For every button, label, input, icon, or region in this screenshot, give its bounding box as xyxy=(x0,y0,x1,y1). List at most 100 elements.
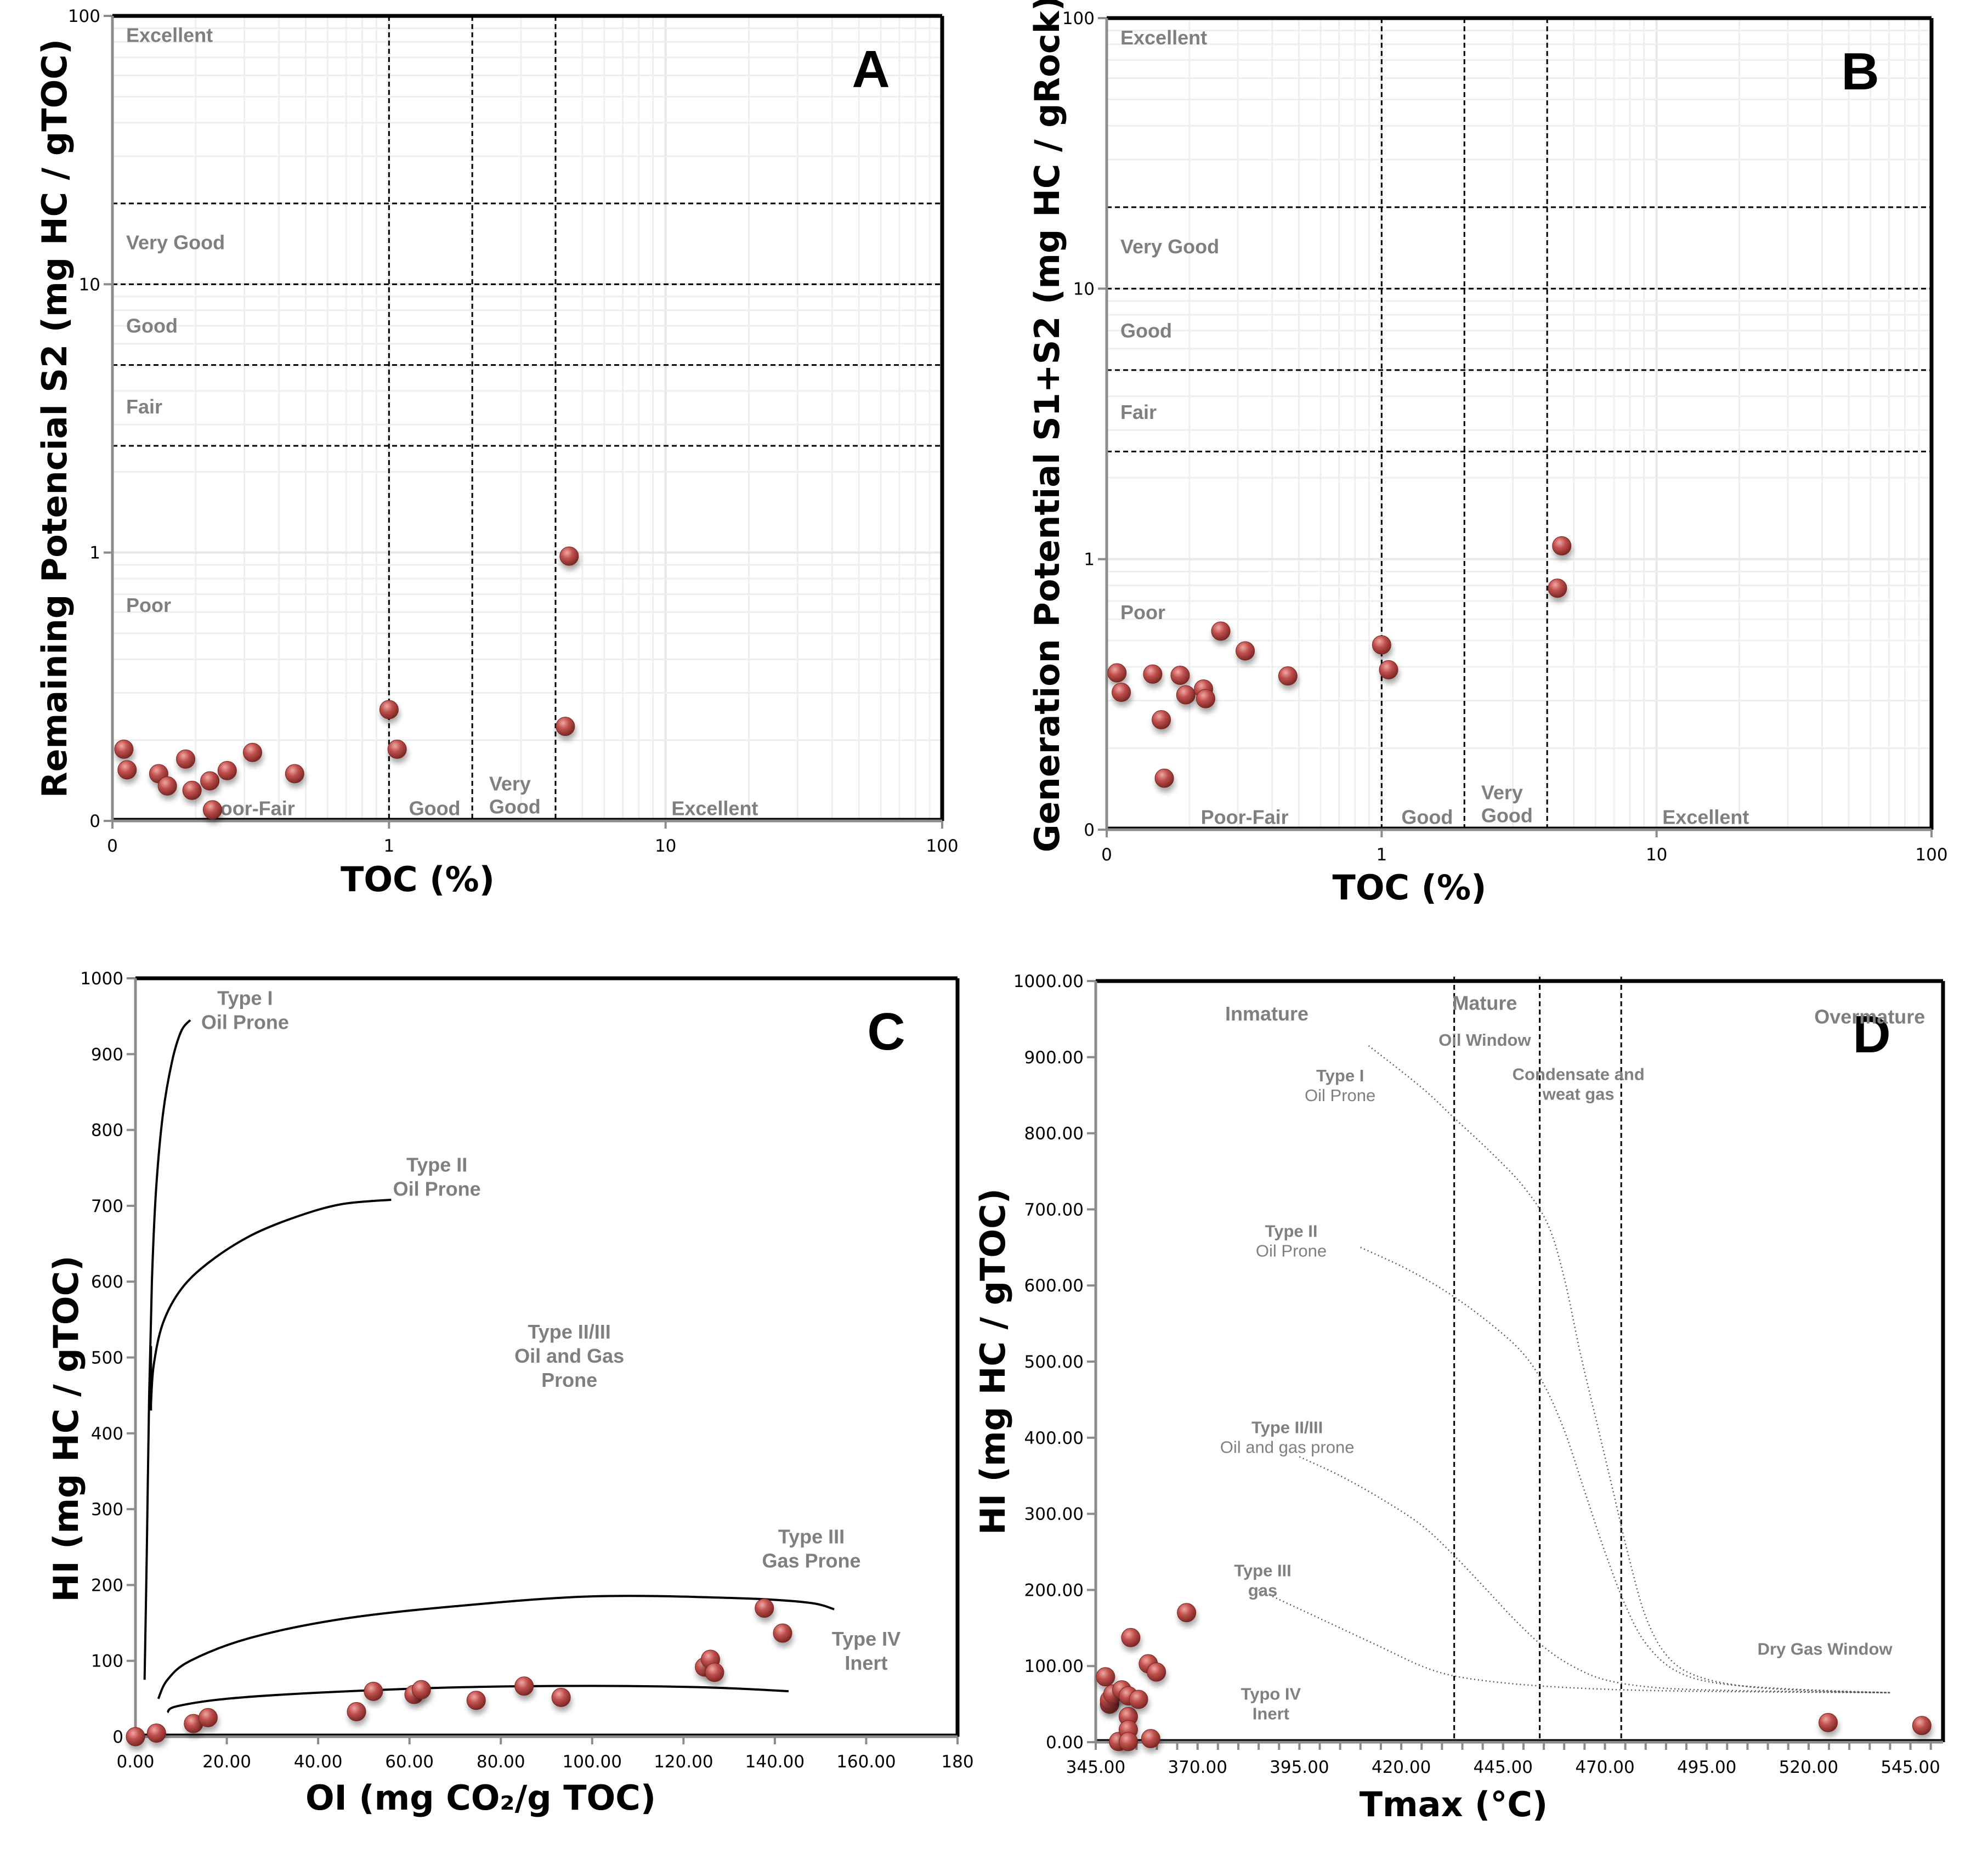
x-axis-title: TOC (%) xyxy=(341,859,495,899)
data-point xyxy=(1278,666,1298,686)
annotation-line: Oil Prone xyxy=(1305,1086,1375,1105)
y-tick-label: 0 xyxy=(112,1727,123,1747)
toc-class-label: Good xyxy=(409,797,461,820)
y-tick-label: 200 xyxy=(91,1575,123,1595)
panel-letter: C xyxy=(867,1002,905,1061)
reference-curve-type-iv xyxy=(166,1685,789,1714)
x-tick-label: 445.00 xyxy=(1474,1758,1533,1777)
data-point xyxy=(200,771,220,791)
potential-class-label: Excellent xyxy=(1120,26,1207,49)
potential-class-label: Very Good xyxy=(126,231,225,254)
annotation-line: Inmature xyxy=(1225,1002,1309,1025)
x-tick-label: 100.00 xyxy=(563,1752,622,1772)
annotation-line: Type II/III xyxy=(528,1320,610,1343)
data-point xyxy=(1170,666,1190,685)
y-tick-label: 1 xyxy=(89,543,100,563)
annotation-line: Oil Prone xyxy=(393,1178,481,1200)
data-point xyxy=(1236,641,1255,661)
annotation-line: Typo IV xyxy=(1241,1684,1301,1703)
annotation-type23: Type II/III Oil and Gas Prone xyxy=(514,1320,624,1391)
y-tick-label: 800.00 xyxy=(1024,1124,1084,1144)
y-tick-label: 700 xyxy=(91,1197,123,1216)
y-tick-label: 600.00 xyxy=(1024,1276,1084,1296)
x-tick-label: 370.00 xyxy=(1168,1758,1227,1777)
y-axis-title: Generation Potential S1+S2 (mg HC / gRoc… xyxy=(1027,0,1067,852)
data-point xyxy=(202,800,222,820)
data-point xyxy=(364,1681,383,1701)
data-point xyxy=(1107,663,1127,683)
data-point xyxy=(117,760,137,780)
panel-letter: D xyxy=(1853,1005,1890,1064)
data-point xyxy=(1196,689,1215,708)
x-tick-label: 160.00 xyxy=(836,1752,896,1772)
y-tick-label: 1 xyxy=(1084,550,1095,570)
x-tick-label: 100 xyxy=(926,836,958,856)
x-tick-label: 1 xyxy=(383,836,394,856)
data-point xyxy=(1152,710,1171,729)
potential-class-label: Very Good xyxy=(1120,235,1219,258)
data-point xyxy=(1548,579,1567,598)
y-axis-title: HI (mg HC / gTOC) xyxy=(973,1188,1013,1535)
y-tick-label: 600 xyxy=(91,1272,123,1292)
y-tick-label: 10 xyxy=(1073,279,1095,299)
y-tick-label: 500.00 xyxy=(1024,1352,1084,1372)
data-point xyxy=(1096,1667,1115,1687)
annotation-line: Oil Window xyxy=(1438,1030,1531,1050)
data-point xyxy=(1141,1728,1160,1748)
y-tick-label: 200.00 xyxy=(1024,1580,1084,1600)
toc-class-label: Very Good xyxy=(1481,781,1533,827)
data-point xyxy=(1112,682,1131,702)
annotation-line: Oil Prone xyxy=(1256,1241,1327,1260)
data-points xyxy=(114,546,579,820)
x-tick-label: 20.00 xyxy=(202,1752,251,1772)
data-point xyxy=(773,1623,792,1643)
reference-curve-type-i xyxy=(1368,1045,1890,1694)
panel-letter: A xyxy=(852,40,890,99)
annotation-line: Dry Gas Window xyxy=(1758,1639,1893,1658)
annotation-type1: Type I Oil Prone xyxy=(1305,1066,1375,1105)
data-point xyxy=(1147,1662,1166,1682)
annotation-oil-window: Oil Window xyxy=(1438,1030,1531,1050)
annotation-line: Type III xyxy=(1234,1561,1292,1580)
gridlines xyxy=(1107,18,1932,830)
y-tick-label: 0.00 xyxy=(1046,1733,1084,1753)
data-point xyxy=(1176,685,1196,705)
y-tick-label: 500 xyxy=(91,1348,123,1368)
data-point xyxy=(514,1676,534,1696)
y-tick-label: 10 xyxy=(79,275,100,294)
data-point xyxy=(551,1687,571,1707)
data-point xyxy=(1154,768,1174,788)
y-tick-label: 100 xyxy=(68,7,100,26)
potential-class-label: Good xyxy=(126,315,178,337)
reference-curve-type-ii-iii xyxy=(1299,1456,1890,1694)
annotation-type2: Type II Oil Prone xyxy=(393,1154,481,1200)
potential-class-label: Excellent xyxy=(126,24,213,46)
annotation-type4: Typo IV Inert xyxy=(1241,1684,1301,1723)
data-point xyxy=(182,780,202,800)
toc-class-label: Excellent xyxy=(671,797,758,820)
data-point xyxy=(198,1708,218,1727)
toc-class-label: Excellent xyxy=(1662,806,1749,829)
data-point xyxy=(1121,1628,1141,1647)
toc-class-label: Very Good xyxy=(489,773,541,818)
annotation-line: Gas Prone xyxy=(762,1549,860,1572)
potential-class-label: Fair xyxy=(126,395,162,418)
y-tick-label: 100.00 xyxy=(1024,1657,1084,1676)
y-tick-label: 1000 xyxy=(80,969,123,989)
data-point xyxy=(347,1702,366,1721)
annotation-line: Type II xyxy=(406,1154,467,1176)
y-tick-label: 100 xyxy=(91,1652,123,1671)
panel-letter: B xyxy=(1841,42,1879,101)
annotation-line: Oil Prone xyxy=(201,1011,289,1033)
data-point xyxy=(1372,635,1391,655)
panel-d-hi-vs-tmax: 0.00 100.00 200.00 300.00 400.00 500.00 600.00… xyxy=(973,972,1945,1824)
annotation-mature: Mature xyxy=(1452,992,1517,1014)
data-point xyxy=(114,739,134,759)
data-point xyxy=(285,764,304,784)
annotation-line: Overmature xyxy=(1814,1006,1925,1028)
y-tick-label: 300 xyxy=(91,1500,123,1520)
annotation-type3: Type III gas xyxy=(1234,1561,1292,1600)
annotation-dry-gas: Dry Gas Window xyxy=(1758,1639,1893,1658)
x-tick-label: 60.00 xyxy=(385,1752,434,1772)
y-tick-label: 900 xyxy=(91,1045,123,1064)
